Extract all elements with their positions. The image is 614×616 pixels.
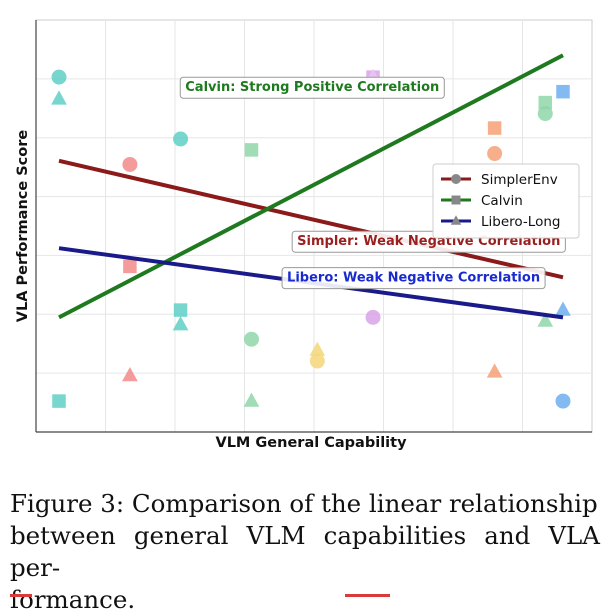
data-point-square <box>538 95 553 110</box>
trend-line-calvin <box>58 53 564 320</box>
legend-marker-square <box>451 195 461 205</box>
data-point-circle <box>365 309 381 325</box>
data-point-triangle <box>172 316 189 331</box>
data-point-circle <box>243 331 259 347</box>
data-point-square <box>556 84 570 99</box>
legend-label: Calvin <box>481 193 523 209</box>
data-point-triangle <box>243 392 260 407</box>
data-point-triangle <box>309 341 326 356</box>
data-point-circle <box>51 69 67 85</box>
data-point-triangle <box>555 301 571 316</box>
data-point-circle <box>173 131 189 147</box>
data-point-triangle <box>122 367 138 382</box>
data-point-triangle <box>51 90 67 105</box>
link-underline-mark <box>345 594 390 597</box>
annotation-box: Libero: Weak Negative Correlation <box>281 267 546 290</box>
data-point-square <box>173 303 188 317</box>
annotation-background <box>179 76 445 99</box>
caption-line-2: between general VLM capabilities and VLA… <box>10 521 600 582</box>
data-point-triangle <box>537 312 554 327</box>
chart: Calvin: Strong Positive Correlation Simpl… <box>15 19 593 451</box>
annotation-background <box>281 267 546 290</box>
data-point-square <box>52 394 66 408</box>
data-point-square <box>123 259 137 274</box>
legend: SimplerEnv Calvin Libero-Long <box>432 163 580 239</box>
axes <box>35 20 592 433</box>
data-point-circle <box>555 393 571 409</box>
caption-line-1: Figure 3: Comparison of the linear relat… <box>10 489 598 518</box>
data-point-square <box>244 143 259 157</box>
caption-line-3: formance. <box>10 585 136 614</box>
legend-marker-triangle <box>450 215 462 225</box>
annotation-box: Calvin: Strong Positive Correlation <box>179 76 445 99</box>
legend-label: SimplerEnv <box>481 172 558 188</box>
annotation-text: Libero: Weak Negative Correlation <box>287 271 540 286</box>
data-point-circle <box>122 156 138 172</box>
y-axis-label: VLA Performance Score <box>15 130 31 323</box>
data-point-circle <box>309 353 325 369</box>
data-point-triangle <box>486 363 503 378</box>
data-point-square <box>487 121 502 135</box>
annotation-text: Calvin: Strong Positive Correlation <box>185 80 439 95</box>
figure-caption: Figure 3: Comparison of the linear relat… <box>10 488 600 616</box>
legend-label: Libero-Long <box>481 214 560 230</box>
x-axis-label: VLM General Capability <box>215 435 407 451</box>
legend-marker-circle <box>451 174 461 184</box>
link-underline-mark <box>10 594 32 597</box>
data-point-circle <box>537 106 553 122</box>
data-point-circle <box>487 146 503 162</box>
trend-line-simplerenv <box>58 158 564 280</box>
